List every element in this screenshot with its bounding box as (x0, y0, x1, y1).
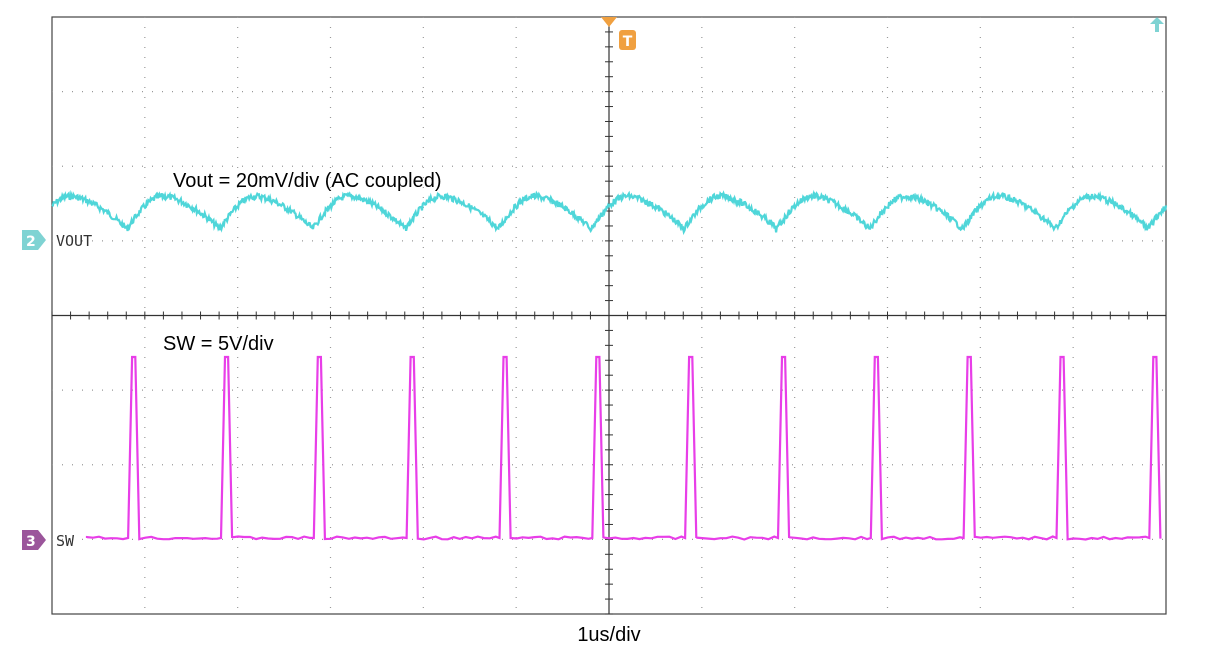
ch2-label: VOUT (56, 232, 92, 250)
ch2-number: 2 (26, 234, 36, 250)
graticule (51, 16, 1167, 615)
ch3-marker[interactable]: 3 (22, 530, 46, 550)
sw-annotation: SW = 5V/div (163, 333, 274, 355)
vout-annotation: Vout = 20mV/div (AC coupled) (173, 170, 441, 192)
ch3-marker-arrow (22, 530, 46, 550)
x-axis-label: 1us/div (577, 624, 640, 646)
trigger-badge (619, 30, 636, 50)
ch3-label: SW (56, 532, 75, 550)
vout-trace (51, 189, 1168, 236)
trigger-level-arrow-icon (1150, 17, 1164, 32)
trigger-marker[interactable]: T (601, 17, 636, 50)
ch2-marker-arrow (22, 230, 46, 250)
trigger-letter: T (623, 34, 633, 50)
ch3-number: 3 (26, 534, 36, 550)
sw-trace (85, 355, 1162, 541)
ch2-marker[interactable]: 2 (22, 230, 46, 250)
trigger-position-arrow (601, 17, 617, 27)
